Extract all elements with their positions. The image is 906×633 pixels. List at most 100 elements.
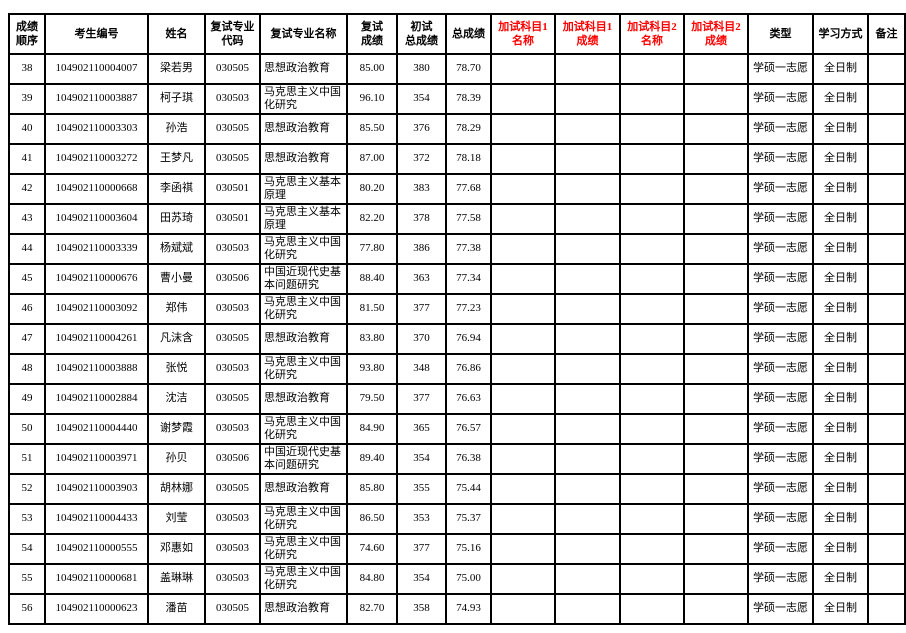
cell-extra2-name [619, 173, 685, 205]
cell-extra2-name [619, 113, 685, 145]
cell-major-name: 思想政治教育 [259, 113, 348, 145]
cell-type: 学硕一志愿 [747, 503, 814, 535]
cell-retest-score: 85.00 [346, 53, 398, 85]
cell-extra1-score [554, 593, 621, 625]
cell-extra1-score [554, 503, 621, 535]
cell-name: 孙浩 [147, 113, 206, 145]
cell-total-score: 75.44 [445, 473, 492, 505]
cell-retest-score: 88.40 [346, 263, 398, 295]
cell-major-code: 030503 [204, 563, 261, 595]
cell-major-name: 思想政治教育 [259, 53, 348, 85]
cell-initial-score: 377 [396, 383, 447, 415]
cell-rank: 51 [8, 443, 46, 475]
cell-major-name: 思想政治教育 [259, 143, 348, 175]
cell-name: 杨斌斌 [147, 233, 206, 265]
cell-extra2-name [619, 593, 685, 625]
cell-extra1-name [490, 233, 556, 265]
cell-extra2-score [683, 173, 749, 205]
cell-extra1-score [554, 113, 621, 145]
header-cell-rank: 成绩 顺序 [8, 13, 46, 55]
cell-total-score: 77.38 [445, 233, 492, 265]
cell-total-score: 76.38 [445, 443, 492, 475]
table-row: 55 104902110000681 盖琳琳 030503 马克思主义中国化研究 84.8… [8, 563, 906, 595]
cell-retest-score: 77.80 [346, 233, 398, 265]
cell-remark [867, 383, 906, 415]
cell-name: 田苏琦 [147, 203, 206, 235]
cell-name: 张悦 [147, 353, 206, 385]
cell-extra1-name [490, 413, 556, 445]
header-cell-remark: 备注 [867, 13, 906, 55]
cell-study-mode: 全日制 [812, 353, 869, 385]
cell-initial-score: 353 [396, 503, 447, 535]
cell-extra1-name [490, 113, 556, 145]
header-cell-extra1-score: 加试科目1 成绩 [554, 13, 621, 55]
cell-major-name: 马克思主义中国化研究 [259, 353, 348, 385]
cell-type: 学硕一志愿 [747, 563, 814, 595]
cell-retest-score: 74.60 [346, 533, 398, 565]
cell-name: 梁若男 [147, 53, 206, 85]
cell-initial-score: 370 [396, 323, 447, 355]
cell-remark [867, 113, 906, 145]
cell-name: 孙贝 [147, 443, 206, 475]
cell-major-code: 030505 [204, 473, 261, 505]
cell-rank: 43 [8, 203, 46, 235]
cell-extra2-score [683, 233, 749, 265]
cell-retest-score: 84.80 [346, 563, 398, 595]
table-row: 47 104902110004261 凡沫含 030505 思想政治教育 83.80 370… [8, 323, 906, 355]
cell-retest-score: 86.50 [346, 503, 398, 535]
cell-name: 邓惠如 [147, 533, 206, 565]
cell-extra1-score [554, 353, 621, 385]
cell-extra2-name [619, 413, 685, 445]
cell-extra2-score [683, 443, 749, 475]
cell-extra1-name [490, 383, 556, 415]
cell-initial-score: 354 [396, 443, 447, 475]
cell-study-mode: 全日制 [812, 563, 869, 595]
cell-name: 盖琳琳 [147, 563, 206, 595]
cell-rank: 41 [8, 143, 46, 175]
cell-extra2-name [619, 233, 685, 265]
cell-type: 学硕一志愿 [747, 323, 814, 355]
table-row: 52 104902110003903 胡林娜 030505 思想政治教育 85.80 355… [8, 473, 906, 505]
cell-extra2-name [619, 323, 685, 355]
cell-total-score: 75.00 [445, 563, 492, 595]
header-cell-extra2-name: 加试科目2 名称 [619, 13, 685, 55]
cell-extra1-score [554, 323, 621, 355]
cell-initial-score: 377 [396, 533, 447, 565]
cell-initial-score: 363 [396, 263, 447, 295]
cell-major-code: 030506 [204, 443, 261, 475]
header-cell-name: 姓名 [147, 13, 206, 55]
cell-retest-score: 79.50 [346, 383, 398, 415]
cell-study-mode: 全日制 [812, 593, 869, 625]
cell-remark [867, 353, 906, 385]
cell-major-name: 思想政治教育 [259, 593, 348, 625]
table-row: 53 104902110004433 刘莹 030503 马克思主义中国化研究 86.50… [8, 503, 906, 535]
cell-major-code: 030505 [204, 593, 261, 625]
cell-name: 郑伟 [147, 293, 206, 325]
cell-extra2-score [683, 113, 749, 145]
cell-remark [867, 473, 906, 505]
cell-extra1-score [554, 293, 621, 325]
cell-study-mode: 全日制 [812, 53, 869, 85]
table-row: 56 104902110000623 潘苗 030505 思想政治教育 82.70 358 7… [8, 593, 906, 625]
header-cell-candidate-no: 考生编号 [44, 13, 149, 55]
cell-type: 学硕一志愿 [747, 53, 814, 85]
cell-extra2-name [619, 563, 685, 595]
cell-extra1-score [554, 443, 621, 475]
cell-major-name: 马克思主义基本原理 [259, 173, 348, 205]
cell-type: 学硕一志愿 [747, 353, 814, 385]
cell-major-name: 马克思主义中国化研究 [259, 563, 348, 595]
cell-study-mode: 全日制 [812, 263, 869, 295]
cell-retest-score: 85.80 [346, 473, 398, 505]
cell-initial-score: 380 [396, 53, 447, 85]
cell-retest-score: 81.50 [346, 293, 398, 325]
cell-extra1-score [554, 83, 621, 115]
cell-major-name: 马克思主义中国化研究 [259, 83, 348, 115]
cell-type: 学硕一志愿 [747, 113, 814, 145]
cell-extra2-name [619, 53, 685, 85]
cell-study-mode: 全日制 [812, 203, 869, 235]
cell-name: 潘苗 [147, 593, 206, 625]
cell-total-score: 74.93 [445, 593, 492, 625]
header-cell-study-mode: 学习方式 [812, 13, 869, 55]
header-cell-retest-score: 复试 成绩 [346, 13, 398, 55]
